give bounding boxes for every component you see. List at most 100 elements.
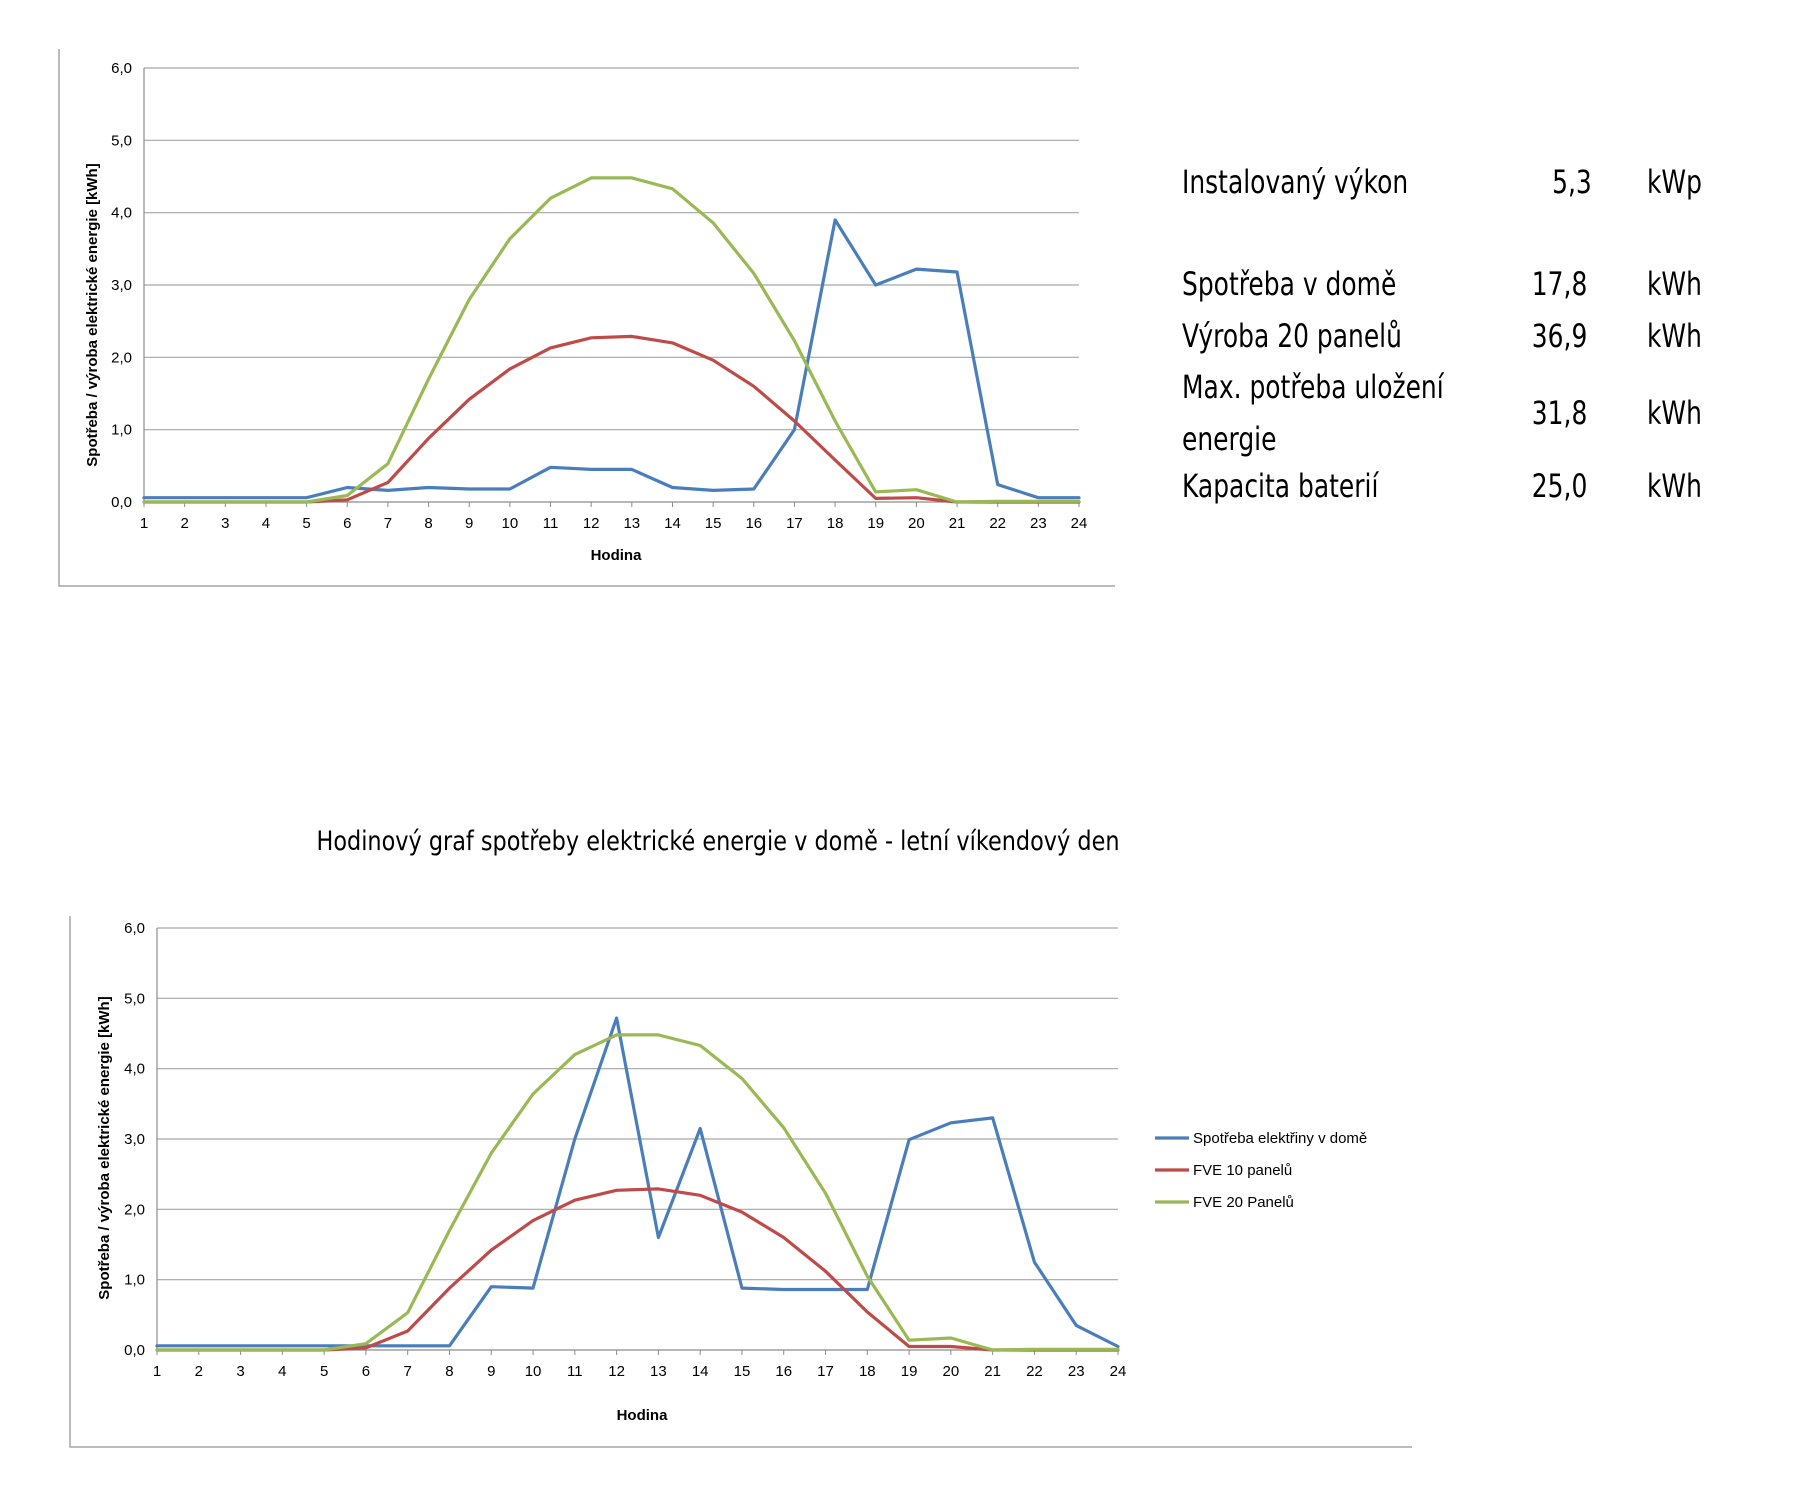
y-tick-label: 6,0 [111, 60, 132, 77]
chart-bottom-gridlines [156, 927, 1118, 1351]
x-tick-label: 4 [278, 1363, 286, 1380]
summary-unit: kWp [1647, 163, 1702, 201]
x-tick-label: 9 [465, 515, 473, 532]
chart-top-y-axis-label: Spotřeba / výroba elektrické energie [kW… [84, 163, 101, 466]
y-tick-label: 5,0 [124, 990, 145, 1007]
y-tick-label: 1,0 [111, 422, 132, 439]
summary-value: 31,8 [1532, 394, 1588, 432]
chart-top: 0,01,02,03,04,05,06,0 1 2 3 4 5 6 7 8 9 10 11 12 13 1… [58, 49, 1115, 587]
summary-value: 25,0 [1532, 467, 1588, 505]
x-tick-label: 1 [140, 515, 148, 532]
x-tick-label: 24 [1071, 515, 1088, 532]
x-tick-label: 7 [404, 1363, 412, 1380]
x-tick-label: 8 [445, 1363, 453, 1380]
summary-value: 5,3 [1552, 163, 1592, 201]
chart-bottom-series [155, 1016, 1120, 1352]
y-tick-label: 3,0 [111, 277, 132, 294]
x-tick-label: 20 [908, 515, 925, 532]
chart-top-y-ticks: 0,0 1,0 2,0 3,0 4,0 5,0 6,0 [111, 60, 132, 511]
x-tick-label: 17 [786, 515, 803, 532]
x-tick-label: 11 [567, 1363, 583, 1380]
y-tick-label: 0,0 [124, 1342, 145, 1359]
chart-bottom-x-ticks: 1 2 3 4 5 6 7 8 9 10 11 12 13 14 15 16 17 18 19 20 21 22 23 24 [153, 1350, 1127, 1380]
x-tick-label: 3 [221, 515, 229, 532]
summary-unit: kWh [1647, 467, 1702, 505]
x-tick-label: 12 [583, 515, 600, 532]
chart-bottom-x-axis-label: Hodina [617, 1407, 668, 1424]
series-line-1 [142, 218, 1081, 500]
x-tick-label: 15 [705, 515, 722, 532]
x-tick-label: 19 [901, 1363, 918, 1380]
series-line-3 [142, 176, 1081, 504]
chart-bottom-legend: Spotřeba elektřiny v domě FVE 10 panelů FV… [1155, 1130, 1367, 1211]
x-tick-label: 22 [1026, 1363, 1043, 1380]
x-tick-label: 6 [362, 1363, 370, 1380]
x-tick-label: 8 [424, 515, 432, 532]
x-tick-label: 9 [487, 1363, 495, 1380]
legend-label-2: FVE 10 panelů [1193, 1162, 1292, 1179]
x-tick-label: 18 [859, 1363, 876, 1380]
series-line-3 [155, 1033, 1120, 1352]
x-tick-label: 7 [384, 515, 392, 532]
chart-bottom-y-ticks: 0,0 1,0 2,0 3,0 4,0 5,0 6,0 [124, 920, 145, 1359]
series-line-2 [155, 1187, 1120, 1352]
x-tick-label: 5 [302, 515, 310, 532]
x-tick-label: 5 [320, 1363, 328, 1380]
summary-label-continued: energie [1182, 420, 1276, 458]
x-tick-label: 10 [502, 515, 519, 532]
summary-label: Max. potřeba uložení [1182, 368, 1445, 406]
x-tick-label: 12 [608, 1363, 625, 1380]
x-tick-label: 23 [1030, 515, 1047, 532]
x-tick-label: 2 [180, 515, 188, 532]
x-tick-label: 10 [525, 1363, 542, 1380]
legend-label-3: FVE 20 Panelů [1193, 1194, 1294, 1211]
x-tick-label: 18 [827, 515, 844, 532]
x-tick-label: 1 [153, 1363, 161, 1380]
x-tick-label: 22 [989, 515, 1006, 532]
x-tick-label: 16 [775, 1363, 792, 1380]
x-tick-label: 23 [1068, 1363, 1085, 1380]
legend-label-1: Spotřeba elektřiny v domě [1193, 1130, 1367, 1147]
x-tick-label: 3 [236, 1363, 244, 1380]
x-tick-label: 21 [984, 1363, 1001, 1380]
y-tick-label: 0,0 [111, 494, 132, 511]
chart-bottom-frame [69, 916, 1412, 1448]
chart-bottom-y-axis-label: Spotřeba / výroba elektrické energie [kW… [96, 996, 113, 1299]
chart-top-x-ticks: 1 2 3 4 5 6 7 8 9 10 11 12 13 14 15 16 17 18 19 20 21 22 23 24 [140, 502, 1088, 532]
x-tick-label: 14 [664, 515, 681, 532]
series-line-1 [155, 1016, 1120, 1349]
x-tick-label: 16 [745, 515, 762, 532]
summary-value: 17,8 [1532, 265, 1588, 303]
chart-top-frame [58, 49, 1115, 587]
x-tick-label: 15 [734, 1363, 751, 1380]
chart-top-x-axis-label: Hodina [591, 547, 642, 564]
x-tick-label: 2 [195, 1363, 203, 1380]
x-tick-label: 21 [949, 515, 966, 532]
y-tick-label: 4,0 [124, 1061, 145, 1078]
y-tick-label: 3,0 [124, 1131, 145, 1148]
y-tick-label: 1,0 [124, 1272, 145, 1289]
summary-value: 36,9 [1532, 317, 1588, 355]
x-tick-label: 20 [943, 1363, 960, 1380]
chart-bottom-title: Hodinový graf spotřeby elektrické energi… [317, 826, 1120, 857]
x-tick-label: 17 [817, 1363, 834, 1380]
summary-table: Instalovaný výkon 5,3 kWp Spotřeba v domě 17… [1182, 163, 1702, 505]
y-tick-label: 2,0 [124, 1201, 145, 1218]
y-tick-label: 2,0 [111, 349, 132, 366]
chart-top-series [142, 176, 1081, 504]
summary-unit: kWh [1647, 265, 1702, 303]
y-tick-label: 6,0 [124, 920, 145, 937]
x-tick-label: 13 [623, 515, 640, 532]
summary-unit: kWh [1647, 394, 1702, 432]
x-tick-label: 4 [262, 515, 270, 532]
x-tick-label: 24 [1110, 1363, 1127, 1380]
chart-bottom: 0,01,02,03,04,05,06,0 1 2 3 4 5 6 7 8 9 10 11 12 13 1… [69, 916, 1412, 1448]
summary-label: Kapacita baterií [1182, 467, 1379, 505]
series-line-2 [142, 334, 1081, 504]
y-tick-label: 4,0 [111, 205, 132, 222]
summary-label: Výroba 20 panelů [1182, 317, 1402, 355]
x-tick-label: 11 [543, 515, 559, 532]
x-tick-label: 6 [343, 515, 351, 532]
summary-unit: kWh [1647, 317, 1702, 355]
